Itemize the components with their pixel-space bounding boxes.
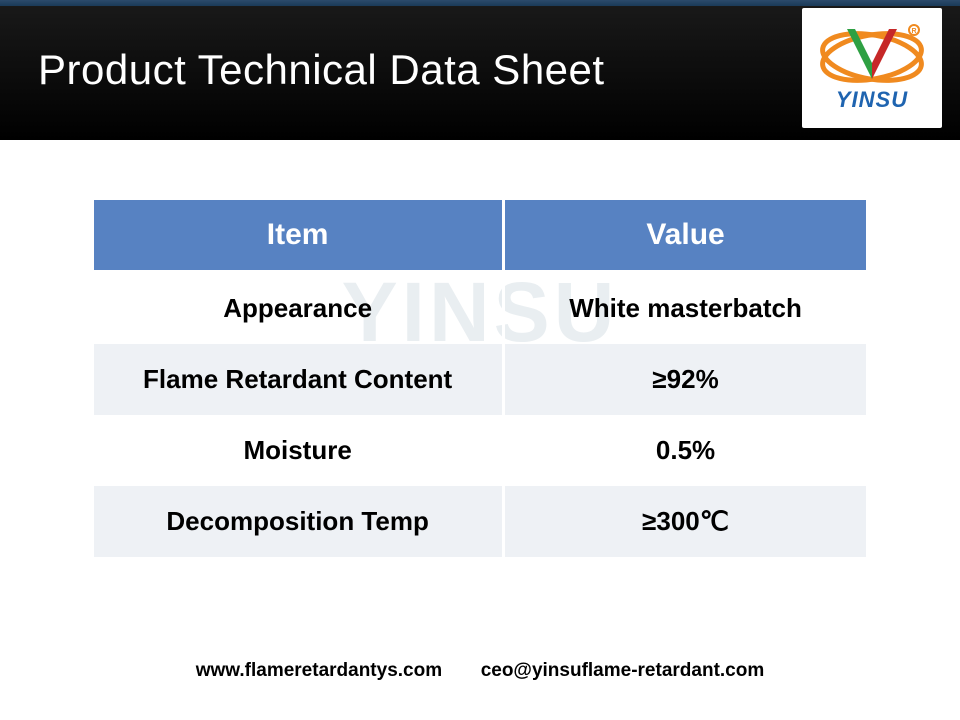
footer-email: ceo@yinsuflame-retardant.com <box>481 660 765 681</box>
table-header-value: Value <box>503 200 866 272</box>
brand-logo-mark: R <box>817 23 927 85</box>
brand-logo-text: YINSU <box>836 87 908 113</box>
table-row: Flame Retardant Content ≥92% <box>94 344 867 415</box>
header-bar: Product Technical Data Sheet R YINSU <box>0 0 960 140</box>
brand-logo: R YINSU <box>802 8 942 128</box>
table-cell-value: ≥300℃ <box>503 486 866 557</box>
table-row: Appearance White masterbatch <box>94 272 867 345</box>
table-header-row: Item Value <box>94 200 867 272</box>
table-row: Moisture 0.5% <box>94 415 867 486</box>
footer-website: www.flameretardantys.com <box>196 660 442 681</box>
table-cell-value: ≥92% <box>503 344 866 415</box>
table-cell-item: Flame Retardant Content <box>94 344 504 415</box>
data-table: Item Value Appearance White masterbatch … <box>94 200 867 557</box>
table-cell-item: Decomposition Temp <box>94 486 504 557</box>
page-title: Product Technical Data Sheet <box>38 46 605 94</box>
svg-text:R: R <box>911 28 916 35</box>
table-header-item: Item <box>94 200 504 272</box>
table-cell-value: White masterbatch <box>503 272 866 345</box>
page: Product Technical Data Sheet R YINSU YIN… <box>0 0 960 720</box>
data-table-container: Item Value Appearance White masterbatch … <box>94 200 867 557</box>
footer: www.flameretardantys.com ceo@yinsuflame-… <box>0 660 960 682</box>
table-cell-item: Appearance <box>94 272 504 345</box>
table-cell-item: Moisture <box>94 415 504 486</box>
table-cell-value: 0.5% <box>503 415 866 486</box>
table-row: Decomposition Temp ≥300℃ <box>94 486 867 557</box>
